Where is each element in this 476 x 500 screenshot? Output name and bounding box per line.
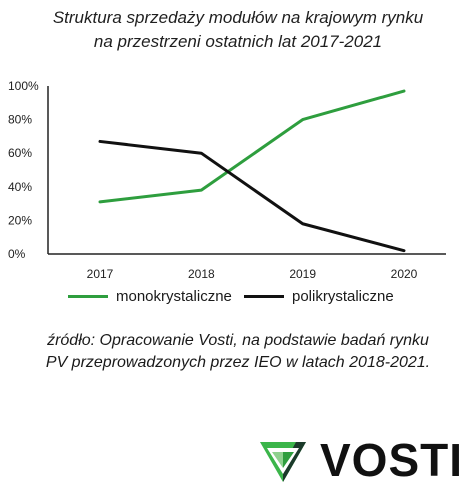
x-tick-label: 2019 xyxy=(289,267,316,281)
series-line-monokrystaliczne xyxy=(98,89,406,204)
x-tick-label: 2020 xyxy=(391,267,418,281)
y-tick-label: 60% xyxy=(8,146,32,160)
vosti-wordmark: VOSTI xyxy=(320,434,464,486)
y-tick-label: 40% xyxy=(8,180,32,194)
legend-item-polikrystaliczne: polikrystaliczne xyxy=(244,288,394,305)
legend-swatch-green xyxy=(68,295,108,298)
chart-title: Struktura sprzedaży modułów na krajowym … xyxy=(0,6,476,54)
x-tick-label: 2017 xyxy=(87,267,114,281)
source-note-line-1: źródło: Opracowanie Vosti, na podstawie … xyxy=(47,332,429,349)
legend-item-monokrystaliczne: monokrystaliczne xyxy=(68,288,232,305)
y-tick-label: 0% xyxy=(8,247,26,261)
series-line-polikrystaliczne xyxy=(98,139,406,253)
chart-title-line-1: Struktura sprzedaży modułów na krajowym … xyxy=(52,8,424,27)
y-tick-label: 80% xyxy=(8,113,32,127)
source-note: źródło: Opracowanie Vosti, na podstawie … xyxy=(0,330,476,374)
y-tick-label: 100% xyxy=(8,79,39,93)
chart-legend: monokrystaliczne polikrystaliczne xyxy=(0,288,476,312)
x-tick-label: 2018 xyxy=(188,267,215,281)
source-note-line-2: PV przeprowadzonych przez IEO w latach 2… xyxy=(45,354,431,371)
vosti-shield-logo-icon xyxy=(260,442,306,482)
y-tick-label: 20% xyxy=(8,213,32,227)
legend-swatch-black xyxy=(244,295,284,298)
line-chart: 0% 20% 40% 60% 80% 100% 2017 2018 2019 2020 xyxy=(8,79,446,281)
chart-title-line-2: na przestrzeni ostatnich lat 2017-2021 xyxy=(93,32,383,51)
legend-label-polikrystaliczne: polikrystaliczne xyxy=(292,288,394,305)
legend-label-monokrystaliczne: monokrystaliczne xyxy=(116,288,232,305)
vosti-logo: VOSTI xyxy=(258,432,468,488)
